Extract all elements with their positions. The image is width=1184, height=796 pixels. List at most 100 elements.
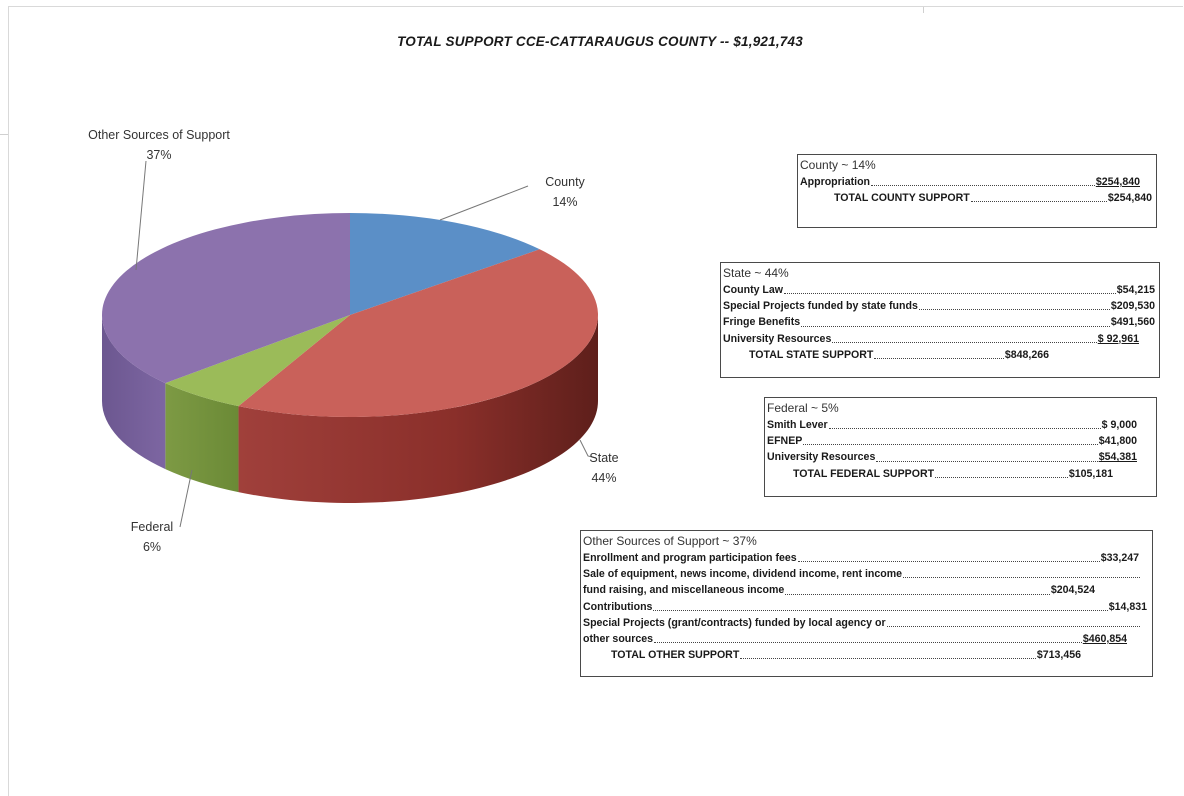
divider xyxy=(923,7,924,13)
line-label: University Resources xyxy=(767,451,876,464)
list-item: Enrollment and program participation fee… xyxy=(583,550,1139,566)
leader-dots xyxy=(801,325,1110,327)
leader-dots xyxy=(918,309,1110,311)
line-label: fund raising, and miscellaneous income xyxy=(583,584,785,597)
list-item: Special Projects (grant/contracts) funde… xyxy=(583,615,1141,631)
total-line: TOTAL STATE SUPPORT $848,266 xyxy=(723,347,1049,363)
slice-label-other: Other Sources of Support xyxy=(88,128,230,142)
line-label: Smith Lever xyxy=(767,419,828,431)
total-label: TOTAL COUNTY SUPPORT xyxy=(834,192,970,205)
line-amount: $14,831 xyxy=(1108,600,1147,613)
box-header: Federal ~ 5% xyxy=(767,401,839,415)
line-label: Enrollment and program participation fee… xyxy=(583,552,797,564)
list-item: other sources $460,854 xyxy=(583,631,1127,647)
list-item: University Resources $54,381 xyxy=(767,449,1137,465)
leader-dots xyxy=(654,642,1082,644)
leader-line-federal xyxy=(179,469,193,528)
slice-pct-federal: 6% xyxy=(143,540,161,554)
list-item: EFNEP $41,800 xyxy=(767,433,1137,449)
list-item: Sale of equipment, news income, dividend… xyxy=(583,566,1141,582)
box-header: State ~ 44% xyxy=(723,266,789,280)
list-item: Appropriation $254,840 xyxy=(800,174,1140,190)
line-amount: $460,854 xyxy=(1082,633,1127,646)
line-amount: $54,381 xyxy=(1098,451,1137,464)
list-item: University Resources $ 92,961 xyxy=(723,331,1155,347)
line-label: Special Projects (grant/contracts) funde… xyxy=(583,616,886,629)
total-line: TOTAL COUNTY SUPPORT $254,840 xyxy=(800,190,1152,206)
leader-line-county xyxy=(439,185,529,221)
total-amount: $254,840 xyxy=(1107,192,1152,205)
pie-side-state xyxy=(238,315,598,503)
line-label: County Law xyxy=(723,284,784,296)
line-amount: $41,800 xyxy=(1098,435,1137,448)
total-amount: $105,181 xyxy=(1068,467,1113,480)
line-amount: $ 92,961 xyxy=(1097,332,1139,345)
line-amount: $54,215 xyxy=(1116,284,1155,296)
line-label: University Resources xyxy=(723,332,832,345)
pie-side-other xyxy=(102,315,166,470)
slice-label-county: County xyxy=(545,175,585,189)
chart-frame xyxy=(8,6,1183,796)
list-item: County Law $54,215 xyxy=(723,282,1155,298)
leader-dots xyxy=(740,658,1036,660)
line-label: Contributions xyxy=(583,600,653,613)
leader-dots xyxy=(935,476,1068,478)
county-support-box: County ~ 14% Appropriation $254,840 TOTA… xyxy=(797,154,1157,228)
total-line: TOTAL FEDERAL SUPPORT $105,181 xyxy=(767,466,1113,482)
federal-support-box: Federal ~ 5% Smith Lever $ 9,000 EFNEP $… xyxy=(764,397,1157,497)
slice-label-state: State xyxy=(589,451,618,465)
list-item: fund raising, and miscellaneous income $… xyxy=(583,582,1095,598)
slice-pct-other: 37% xyxy=(146,148,171,162)
leader-dots xyxy=(784,293,1116,295)
list-item: Contributions $14,831 xyxy=(583,599,1147,615)
total-label: TOTAL OTHER SUPPORT xyxy=(611,649,740,662)
total-line: TOTAL OTHER SUPPORT $713,456 xyxy=(583,647,1081,663)
line-label: Sale of equipment, news income, dividend… xyxy=(583,568,903,581)
leader-dots xyxy=(903,577,1140,579)
total-amount: $713,456 xyxy=(1036,649,1081,662)
other-support-box: Other Sources of Support ~ 37% Enrollmen… xyxy=(580,530,1153,677)
line-amount: $209,530 xyxy=(1110,300,1155,313)
line-amount: $33,247 xyxy=(1100,552,1139,564)
leader-line-other xyxy=(135,160,147,271)
leader-dots xyxy=(803,444,1098,446)
leader-dots xyxy=(832,341,1097,343)
pie-slice-federal xyxy=(165,315,350,407)
leader-dots xyxy=(876,460,1098,462)
total-amount: $848,266 xyxy=(1004,348,1049,361)
line-label: Special Projects funded by state funds xyxy=(723,300,918,313)
chart-title: TOTAL SUPPORT CCE-CATTARAUGUS COUNTY -- … xyxy=(397,34,803,49)
list-item: Special Projects funded by state funds $… xyxy=(723,298,1155,314)
line-amount: $254,840 xyxy=(1095,176,1140,188)
state-support-box: State ~ 44% County Law $54,215 Special P… xyxy=(720,262,1160,378)
box-header: County ~ 14% xyxy=(800,158,876,172)
total-label: TOTAL FEDERAL SUPPORT xyxy=(793,467,935,480)
pie-slice-other xyxy=(102,213,350,384)
leader-dots xyxy=(785,593,1050,595)
pie-slice-state xyxy=(238,249,598,417)
leader-dots xyxy=(828,428,1101,430)
leader-dots xyxy=(886,626,1140,628)
line-label: EFNEP xyxy=(767,435,803,448)
leader-dots xyxy=(797,561,1100,563)
total-label: TOTAL STATE SUPPORT xyxy=(749,348,874,361)
line-amount: $491,560 xyxy=(1110,316,1155,329)
list-item: Smith Lever $ 9,000 xyxy=(767,417,1137,433)
slice-pct-county: 14% xyxy=(552,195,577,209)
line-label: Appropriation xyxy=(800,176,871,188)
line-label: Fringe Benefits xyxy=(723,316,801,329)
line-label: other sources xyxy=(583,633,654,646)
slice-label-federal: Federal xyxy=(131,520,173,534)
leader-dots xyxy=(653,609,1108,611)
line-amount: $204,524 xyxy=(1050,584,1095,597)
line-amount: $ 9,000 xyxy=(1101,419,1137,431)
leader-dots xyxy=(970,201,1107,203)
leader-dots xyxy=(871,185,1095,187)
pie-side-federal xyxy=(165,383,239,493)
divider xyxy=(0,134,8,135)
leader-dots xyxy=(874,358,1004,360)
pie-slice-county xyxy=(350,213,540,315)
slice-pct-state: 44% xyxy=(591,471,616,485)
list-item: Fringe Benefits $491,560 xyxy=(723,314,1155,330)
